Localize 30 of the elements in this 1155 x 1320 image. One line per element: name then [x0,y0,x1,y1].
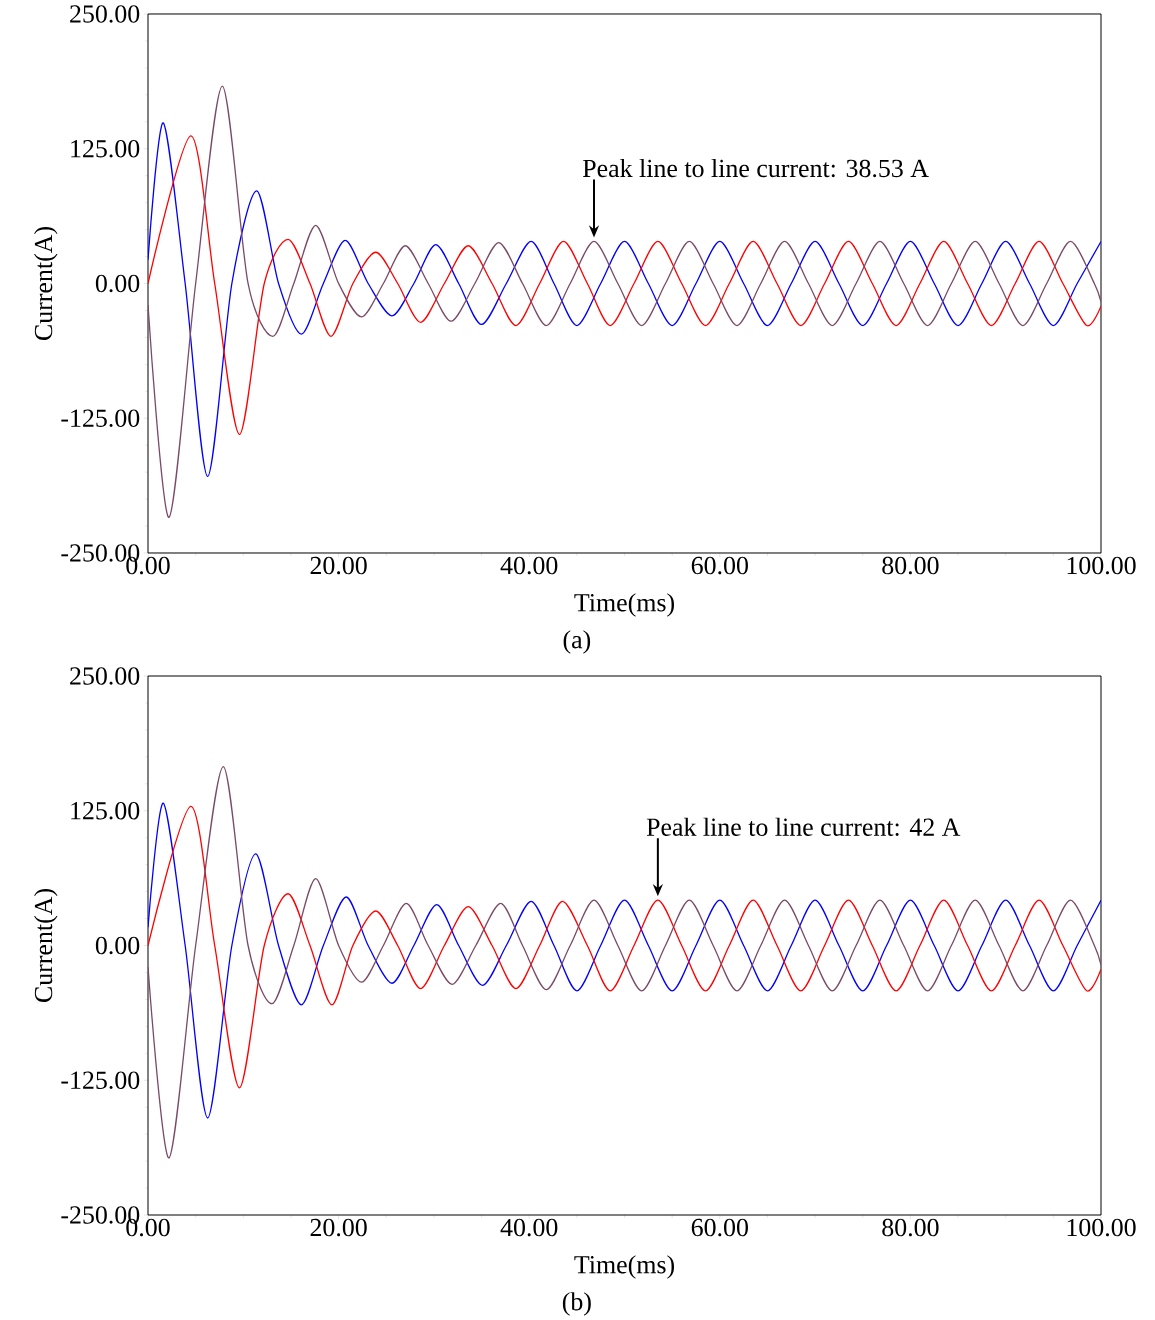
x-tick-label: 80.00 [882,556,939,575]
annotation: Peak line to line current: 38.53 A [582,158,929,178]
x-tick-label: 20.00 [310,556,367,575]
x-tick-label: 80.00 [882,1218,939,1237]
text: (a) [563,630,591,654]
x-tick-label: 100.00 [1067,1218,1136,1237]
x-tick-label: 40.00 [500,1218,558,1237]
text: (b) [562,1292,591,1316]
x-tick-label: 100.00 [1067,556,1136,575]
y-axis-title: Current(A) [34,889,58,1002]
y-tick-label: 125.00 [71,801,140,820]
line-series [148,765,1102,1159]
y-tick-label: 0.00 [95,274,140,293]
y-tick-label: -125.00 [61,409,140,428]
x-tick-label: 40.00 [500,556,558,575]
x-axis-title: Time(ms) [574,1255,674,1279]
annotation: Peak line to line current: 42 A [646,817,961,837]
x-tick-label: 20.00 [310,1218,367,1237]
line-series [148,135,1102,436]
y-tick-label: 0.00 [95,936,140,955]
line-series [148,122,1102,478]
y-tick-label: 125.00 [71,139,140,158]
y-tick-label: -125.00 [61,1071,140,1090]
x-axis-title: Time(ms) [574,593,674,617]
y-tick-label: 250.00 [70,667,140,685]
y-axis-title: Current(A) [34,227,58,340]
x-tick-label: 60.00 [691,556,748,575]
y-tick-label: 250.00 [70,5,140,23]
line-series [148,85,1102,519]
x-tick-label: 60.00 [691,1218,748,1237]
